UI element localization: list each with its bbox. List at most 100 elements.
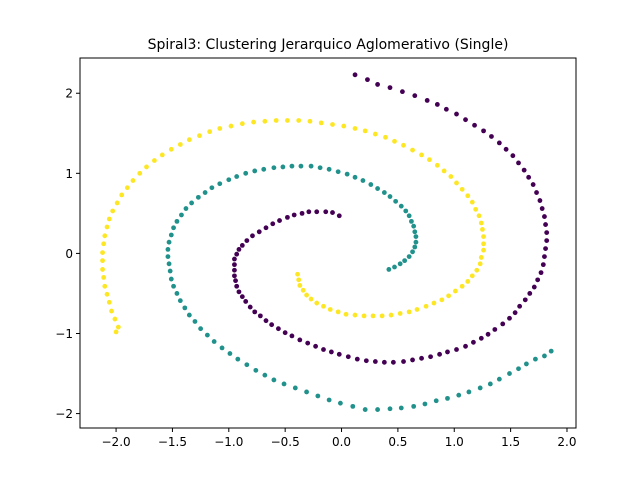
data-point-cluster-1 <box>437 351 442 357</box>
data-point-cluster-3 <box>474 267 480 273</box>
data-point-cluster-3 <box>186 137 192 143</box>
data-point-cluster-2 <box>456 392 462 398</box>
data-point-cluster-3 <box>469 199 475 205</box>
data-point-cluster-2 <box>179 212 184 218</box>
data-point-cluster-2 <box>397 261 403 267</box>
data-point-cluster-3 <box>343 311 349 317</box>
data-point-cluster-3 <box>459 186 465 192</box>
data-point-cluster-2 <box>387 194 393 199</box>
data-point-cluster-1 <box>443 106 449 112</box>
data-point-cluster-1 <box>297 337 303 343</box>
data-point-cluster-1 <box>306 209 312 215</box>
data-point-cluster-3 <box>414 307 420 312</box>
data-point-cluster-2 <box>507 371 512 376</box>
data-point-cluster-2 <box>375 407 380 412</box>
data-point-cluster-2 <box>195 194 201 200</box>
data-point-cluster-3 <box>477 261 483 267</box>
data-point-cluster-1 <box>500 321 506 327</box>
data-point-cluster-2 <box>412 244 418 250</box>
data-point-cluster-2 <box>189 200 195 206</box>
data-point-cluster-2 <box>524 361 529 367</box>
data-point-cluster-1 <box>543 222 548 227</box>
data-point-cluster-3 <box>478 220 484 226</box>
data-points <box>100 72 554 412</box>
data-point-cluster-2 <box>308 163 314 169</box>
data-point-cluster-2 <box>281 381 287 387</box>
data-point-cluster-2 <box>171 283 176 289</box>
data-point-cluster-3 <box>465 279 471 284</box>
data-point-cluster-1 <box>485 331 491 337</box>
data-point-cluster-2 <box>350 403 356 409</box>
data-point-cluster-1 <box>372 359 378 364</box>
data-point-cluster-3 <box>113 329 119 335</box>
data-point-cluster-3 <box>439 297 445 303</box>
data-point-cluster-2 <box>166 239 172 245</box>
y-tick-label: 1 <box>65 167 73 181</box>
data-point-cluster-3 <box>144 164 149 170</box>
data-point-cluster-1 <box>234 283 240 289</box>
data-point-cluster-2 <box>226 177 232 183</box>
data-point-cluster-1 <box>517 303 523 309</box>
data-point-cluster-3 <box>383 134 388 140</box>
data-point-cluster-3 <box>446 293 452 299</box>
data-point-cluster-2 <box>412 229 418 235</box>
data-point-cluster-1 <box>542 214 547 219</box>
data-point-cluster-3 <box>115 324 121 330</box>
data-point-cluster-1 <box>345 354 351 360</box>
data-point-cluster-3 <box>114 200 120 206</box>
data-point-cluster-1 <box>232 273 237 279</box>
data-point-cluster-1 <box>239 243 245 248</box>
data-point-cluster-3 <box>473 206 479 212</box>
data-point-cluster-2 <box>202 190 208 195</box>
data-point-cluster-2 <box>403 208 409 214</box>
data-point-cluster-2 <box>289 163 295 169</box>
data-point-cluster-2 <box>171 225 176 231</box>
data-point-cluster-1 <box>521 167 527 173</box>
data-point-cluster-1 <box>471 339 476 345</box>
data-point-cluster-1 <box>263 225 269 231</box>
data-point-cluster-2 <box>386 267 392 272</box>
data-point-cluster-1 <box>489 134 494 139</box>
data-point-cluster-2 <box>411 223 417 229</box>
data-point-cluster-1 <box>537 198 543 203</box>
data-point-cluster-2 <box>166 261 172 267</box>
data-point-cluster-3 <box>101 241 107 247</box>
data-point-cluster-1 <box>463 343 468 349</box>
chart-title: Spiral3: Clustering Jerarquico Aglomerat… <box>148 37 509 53</box>
data-point-cluster-1 <box>428 354 433 360</box>
data-point-cluster-2 <box>352 174 358 180</box>
data-point-cluster-3 <box>130 178 136 183</box>
data-point-cluster-1 <box>236 247 242 252</box>
data-point-cluster-3 <box>441 168 447 174</box>
data-point-cluster-2 <box>227 351 233 356</box>
data-point-cluster-2 <box>315 393 321 399</box>
data-point-cluster-3 <box>330 122 335 127</box>
data-point-cluster-2 <box>375 186 380 191</box>
data-point-cluster-1 <box>263 318 269 324</box>
data-point-cluster-1 <box>365 77 370 83</box>
data-point-cluster-3 <box>197 133 202 139</box>
data-point-cluster-2 <box>174 218 180 224</box>
data-point-cluster-2 <box>445 395 450 401</box>
x-tick-label: −0.5 <box>271 435 300 449</box>
data-point-cluster-2 <box>409 218 414 224</box>
data-point-cluster-1 <box>270 221 276 227</box>
data-point-cluster-3 <box>406 309 412 315</box>
data-point-cluster-2 <box>362 407 368 412</box>
data-point-cluster-2 <box>422 401 428 407</box>
data-point-cluster-1 <box>481 128 486 134</box>
data-point-cluster-2 <box>177 298 183 304</box>
data-point-cluster-2 <box>406 213 412 219</box>
data-point-cluster-3 <box>452 288 458 294</box>
data-point-cluster-1 <box>454 347 459 352</box>
data-point-cluster-2 <box>413 239 419 245</box>
data-point-cluster-1 <box>445 349 450 355</box>
data-point-cluster-3 <box>465 193 471 199</box>
data-point-cluster-3 <box>478 255 484 260</box>
data-point-cluster-1 <box>542 254 547 260</box>
data-point-cluster-3 <box>100 267 105 272</box>
data-point-cluster-1 <box>363 358 369 364</box>
data-point-cluster-2 <box>252 168 258 174</box>
data-point-cluster-2 <box>338 400 343 406</box>
